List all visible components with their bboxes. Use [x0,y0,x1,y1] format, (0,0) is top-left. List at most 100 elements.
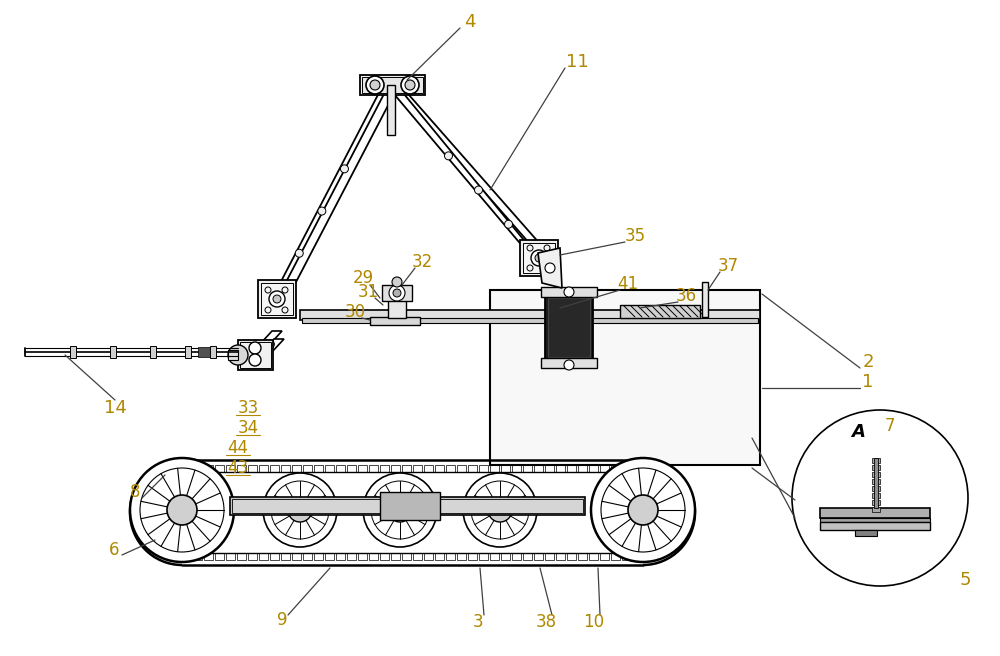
Text: 5: 5 [959,571,971,589]
Bar [479,465,488,472]
Circle shape [389,285,405,301]
Polygon shape [538,248,562,288]
Bar [303,553,312,560]
Bar [369,553,378,560]
Bar [446,553,455,560]
Circle shape [295,249,303,257]
Bar [232,499,583,513]
Bar [622,465,631,472]
Bar [314,553,323,560]
Bar [820,508,930,518]
Bar [567,465,576,472]
Bar [523,553,532,560]
Text: 37: 37 [717,257,739,275]
Bar [402,465,411,472]
Bar [872,465,880,470]
Bar [545,553,554,560]
Bar [369,465,378,472]
Bar [325,553,334,560]
Bar [380,465,389,472]
Bar [872,500,880,505]
Bar [520,240,558,276]
Text: 4: 4 [464,13,476,31]
Circle shape [263,473,337,547]
Circle shape [488,498,512,522]
Bar [611,465,620,472]
Text: 11: 11 [566,53,588,71]
Bar [228,350,238,360]
Bar [501,465,510,472]
Bar [872,458,880,463]
Bar [457,553,466,560]
Bar [259,553,268,560]
Bar [446,465,455,472]
Bar [611,553,620,560]
Bar [388,300,406,318]
Text: 34: 34 [237,419,259,437]
Text: 10: 10 [583,613,605,631]
Bar [578,553,587,560]
Bar [248,465,257,472]
Bar [198,347,210,357]
Text: 31: 31 [357,283,379,301]
Circle shape [505,220,512,228]
Circle shape [366,76,384,94]
Bar [270,553,279,560]
Bar [589,465,598,472]
Circle shape [130,458,234,562]
Circle shape [370,80,380,90]
Bar [237,553,246,560]
Bar [512,465,521,472]
Bar [391,553,400,560]
Bar [512,553,521,560]
Bar [541,358,597,368]
Bar [302,318,758,323]
Circle shape [260,348,268,356]
Bar [855,530,877,536]
Bar [360,75,425,95]
Bar [523,243,555,273]
Bar [258,280,296,318]
Bar [230,497,585,515]
Text: 14: 14 [104,399,126,417]
Circle shape [401,76,419,94]
Bar [210,346,216,358]
Bar [358,553,367,560]
Bar [204,465,213,472]
Bar [872,486,880,491]
Bar [314,465,323,472]
Circle shape [393,289,401,297]
Bar [435,465,444,472]
Bar [872,472,880,477]
Bar [303,465,312,472]
Bar [182,553,191,560]
Circle shape [318,207,326,215]
Bar [382,285,412,301]
Text: 3: 3 [473,613,483,631]
Bar [336,465,345,472]
Text: 1: 1 [862,373,874,391]
Bar [391,465,400,472]
Circle shape [535,254,543,262]
Circle shape [363,473,437,547]
Bar [347,553,356,560]
Bar [872,493,880,498]
Bar [336,553,345,560]
Text: 36: 36 [675,287,697,305]
Bar [193,553,202,560]
Circle shape [475,186,482,194]
Bar [545,465,554,472]
Bar [402,553,411,560]
Bar [70,346,76,358]
Bar [424,553,433,560]
Circle shape [249,342,261,354]
Bar [424,465,433,472]
Circle shape [228,345,248,365]
Polygon shape [392,87,548,253]
Bar [633,553,642,560]
Text: 7: 7 [885,417,895,435]
Bar [534,553,543,560]
Bar [556,465,565,472]
Bar [215,465,224,472]
Bar [820,518,930,522]
